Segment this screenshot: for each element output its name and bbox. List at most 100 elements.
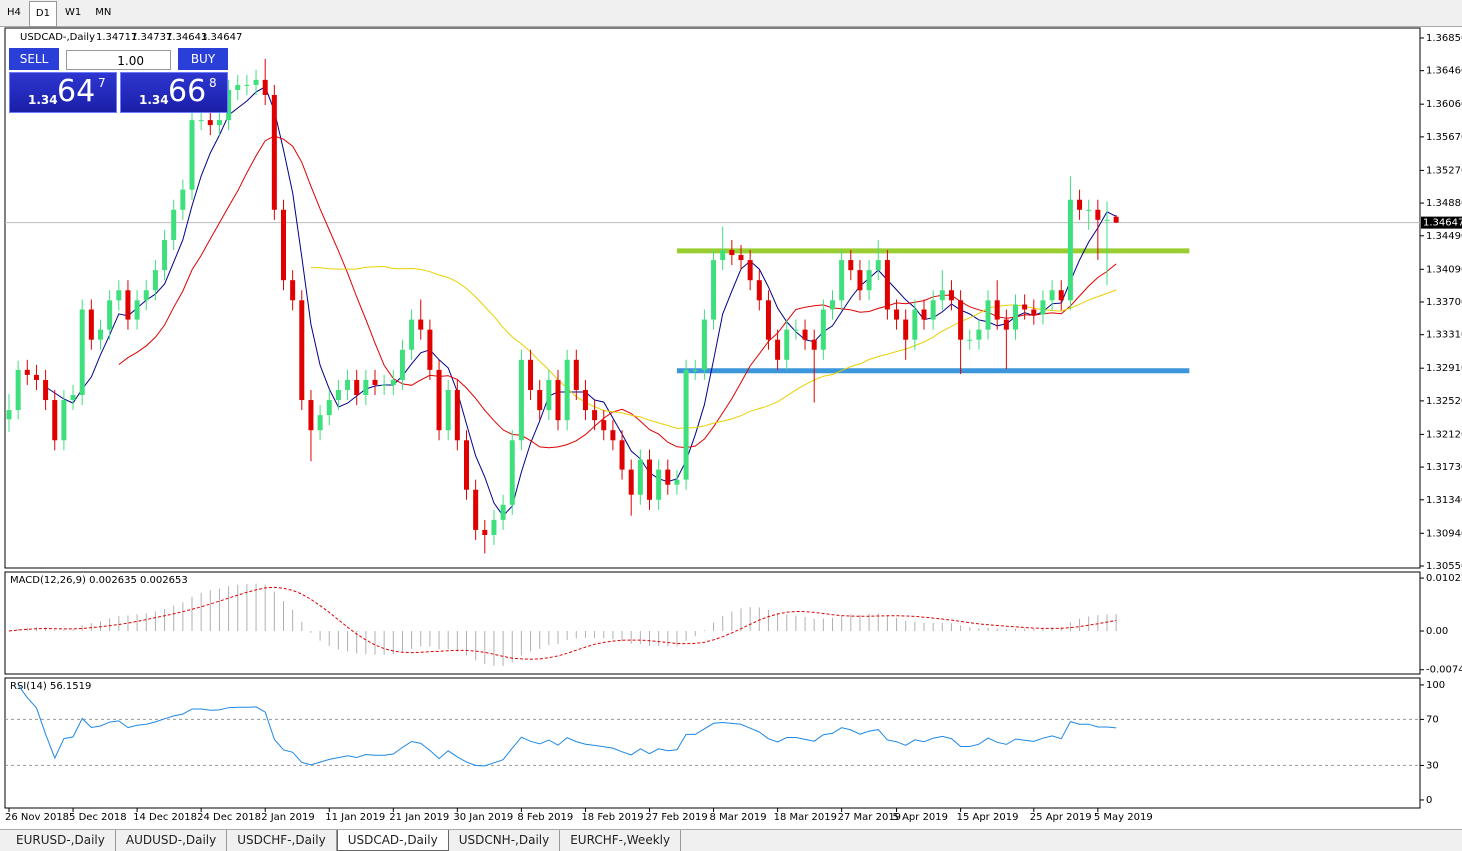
- y-tick-label: 0: [1426, 795, 1432, 806]
- candle: [1095, 199, 1101, 261]
- candle-body: [738, 255, 744, 261]
- candle-body: [1095, 209, 1101, 220]
- y-tick-label: 1.32120: [1426, 429, 1462, 440]
- chart-tab[interactable]: USDCAD-,Daily: [336, 830, 449, 851]
- candle-body: [6, 410, 12, 420]
- candle-body: [162, 239, 168, 271]
- candle: [70, 384, 76, 411]
- sell-big: 64: [57, 74, 96, 109]
- x-tick-label: 27 Feb 2019: [646, 812, 708, 823]
- x-tick-label: 5 Dec 2018: [69, 812, 127, 823]
- candle: [793, 319, 799, 340]
- macd-pane: [4, 571, 1421, 675]
- x-tick-label: 30 Jan 2019: [453, 812, 513, 823]
- timeframe-button[interactable]: D1: [28, 1, 57, 27]
- candle-body: [107, 300, 113, 330]
- lot-input[interactable]: 1.00: [66, 50, 171, 70]
- candle: [921, 299, 927, 330]
- candle-body: [226, 89, 232, 121]
- buy-button[interactable]: BUY: [178, 48, 228, 70]
- candle: [454, 379, 460, 451]
- candle: [409, 309, 415, 360]
- x-tick-label: 5 Apr 2019: [893, 812, 948, 823]
- candle-body: [875, 260, 881, 271]
- candle-body: [372, 379, 378, 385]
- candle-body: [656, 469, 662, 500]
- timeframe-button[interactable]: W1: [64, 7, 82, 18]
- candle: [107, 290, 113, 340]
- timeframe-button[interactable]: H4: [7, 7, 21, 18]
- candle: [564, 349, 570, 431]
- candle-body: [445, 389, 451, 431]
- candle-body: [674, 479, 680, 485]
- candle-body: [125, 290, 131, 320]
- buy-price[interactable]: 1.34 66 8: [120, 72, 228, 113]
- y-tick-label: 30: [1426, 760, 1439, 771]
- y-tick-label: 1.36460: [1426, 66, 1462, 77]
- candle-body: [43, 379, 49, 401]
- candle-body: [1022, 304, 1028, 310]
- candle: [994, 280, 1000, 330]
- chart-tab[interactable]: EURCHF-,Weekly: [560, 830, 682, 851]
- sell-button[interactable]: SELL: [9, 48, 59, 70]
- y-tick-label: 1.35670: [1426, 132, 1462, 143]
- candle: [308, 389, 314, 462]
- y-tick-label: 1.34880: [1426, 198, 1462, 209]
- candle-body: [171, 209, 177, 240]
- candle-body: [894, 309, 900, 320]
- candle: [839, 250, 845, 311]
- candle: [418, 299, 424, 340]
- candle: [701, 309, 707, 380]
- chart-tab[interactable]: AUDUSD-,Daily: [116, 830, 228, 851]
- candle-body: [1104, 219, 1110, 221]
- candle-body: [363, 379, 369, 396]
- candle: [271, 84, 277, 220]
- candle-body: [711, 260, 717, 320]
- candle: [811, 329, 817, 403]
- candle: [500, 494, 506, 530]
- candle: [372, 369, 378, 396]
- candle-body: [1077, 199, 1083, 210]
- candle: [1013, 294, 1018, 340]
- candle-body: [454, 389, 460, 441]
- candle-body: [912, 309, 918, 340]
- candle-body: [692, 369, 698, 371]
- candle-body: [619, 440, 625, 470]
- candle: [756, 270, 762, 311]
- y-tick-label: 1.31340: [1426, 495, 1462, 506]
- chart-tab[interactable]: EURUSD-,Daily: [6, 830, 116, 851]
- y-tick-label: 1.36060: [1426, 99, 1462, 110]
- price-box-label: 1.34647: [1423, 218, 1462, 229]
- candle-body: [436, 369, 442, 431]
- candle: [912, 299, 918, 350]
- candle: [43, 369, 49, 411]
- candle-body: [756, 280, 762, 301]
- candle-body: [381, 384, 387, 386]
- candle: [98, 319, 103, 350]
- candle-body: [98, 329, 103, 340]
- macd-signal: [8, 586, 1117, 660]
- candle-body: [253, 79, 259, 85]
- candle-body: [820, 309, 826, 350]
- candle: [830, 290, 835, 320]
- candle-body: [665, 469, 671, 485]
- candle: [482, 519, 488, 554]
- chart-tab[interactable]: USDCNH-,Daily: [449, 830, 561, 851]
- candle: [125, 280, 131, 330]
- chart-tab[interactable]: USDCHF-,Daily: [227, 830, 337, 851]
- y-tick-label: 1.32910: [1426, 363, 1462, 374]
- y-tick-label: 100: [1426, 680, 1445, 691]
- candle: [290, 270, 296, 311]
- candle-body: [729, 250, 735, 256]
- candle: [381, 374, 387, 396]
- candle: [1040, 290, 1046, 325]
- sell-price[interactable]: 1.34 64 7: [9, 72, 117, 113]
- candle: [647, 449, 652, 510]
- ohlc-open: 1.34717: [96, 32, 137, 43]
- candle: [628, 459, 634, 516]
- timeframe-button[interactable]: MN: [95, 7, 112, 18]
- candle: [345, 369, 351, 401]
- candle: [765, 290, 771, 350]
